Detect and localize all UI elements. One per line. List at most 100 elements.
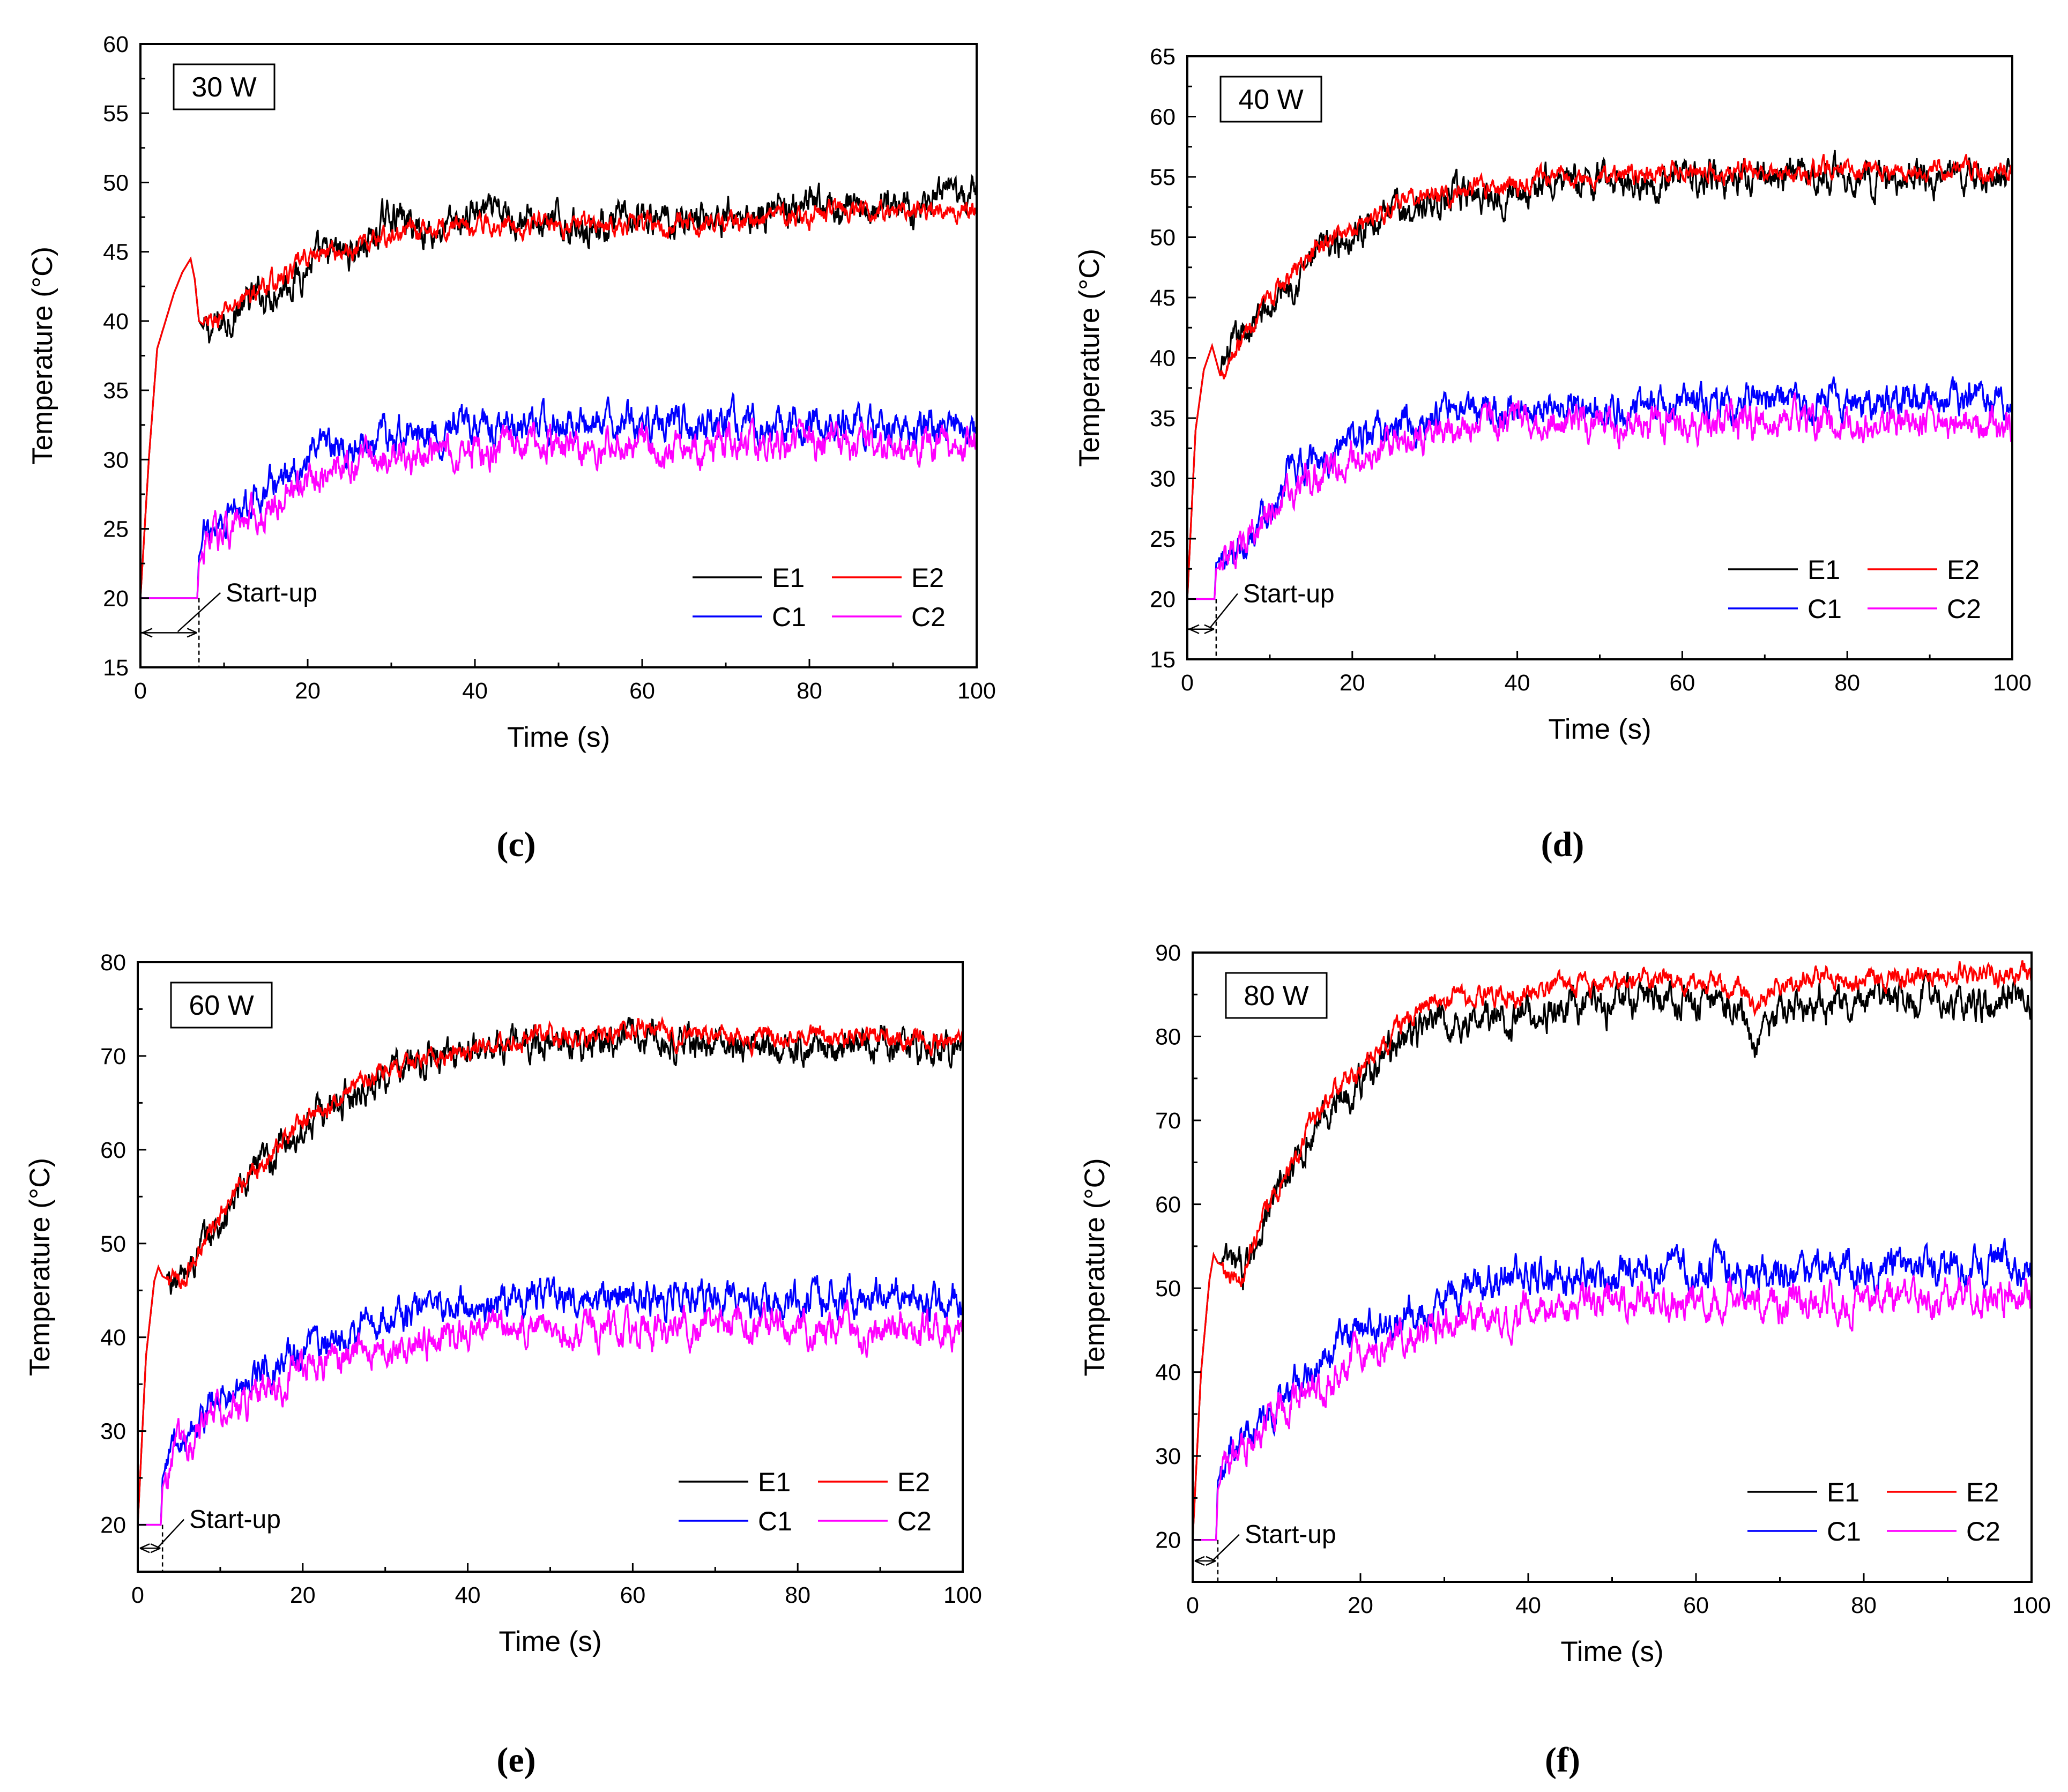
x-tick-label: 0 (1186, 1593, 1199, 1618)
panel-title-box (173, 63, 276, 110)
x-tick-label: 80 (1834, 670, 1860, 696)
y-axis-title: Temperature (°C) (27, 247, 58, 465)
x-tick-label: 100 (943, 1582, 982, 1608)
x-tick-label: 0 (1181, 670, 1194, 696)
panel-title: 40 W (1238, 84, 1303, 115)
x-tick-label: 100 (2012, 1593, 2051, 1618)
legend-label-c2: C2 (897, 1506, 932, 1536)
panel-title-box (170, 981, 273, 1029)
legend-label-e1: E1 (1827, 1477, 1859, 1507)
x-tick-label: 20 (1340, 670, 1365, 696)
y-tick-label: 20 (1150, 587, 1176, 613)
series-line-c2 (1193, 1274, 2032, 1541)
x-axis-title: Time (s) (507, 722, 610, 753)
startup-label: Start-up (189, 1506, 281, 1534)
x-tick-label: 80 (785, 1582, 810, 1608)
x-tick-label: 60 (1669, 670, 1695, 696)
legend: E1 E2 C1 C2 (679, 1467, 932, 1536)
x-tick-label: 40 (455, 1582, 481, 1608)
panel-title: 60 W (189, 990, 254, 1021)
y-tick-label: 55 (103, 101, 129, 127)
startup-leader-line (177, 592, 221, 633)
legend-label-e2: E2 (911, 563, 944, 593)
y-axis-title: Temperature (°C) (1074, 249, 1105, 467)
y-tick-label: 70 (1155, 1108, 1181, 1134)
legend-label-c2: C2 (1947, 594, 1981, 624)
y-tick-label: 40 (1155, 1360, 1181, 1386)
x-tick-label: 60 (1683, 1593, 1709, 1618)
y-tick-label: 60 (1150, 105, 1176, 130)
chart-panel-1: 0 20 40 60 80 100 15 20 25 30 35 40 45 50 55 60 Time (s)… (27, 32, 996, 864)
y-tick-label: 45 (1150, 285, 1176, 311)
series-line-c2 (1187, 392, 2012, 600)
chart-panel-3: 0 20 40 60 80 100 20 30 40 50 60 70 80 Time (s) Temper… (24, 950, 982, 1780)
x-tick-label: 80 (1851, 1593, 1877, 1618)
y-tick-label: 15 (103, 655, 129, 681)
startup-annotation: Start-up (142, 579, 317, 667)
y-tick-label: 90 (1155, 940, 1181, 966)
x-axis-title: Time (s) (499, 1626, 601, 1657)
legend: E1 E2 C1 C2 (1728, 555, 1981, 624)
y-tick-label: 50 (103, 170, 129, 196)
startup-label: Start-up (1245, 1521, 1336, 1549)
startup-arrowhead-left (1189, 624, 1200, 634)
y-tick-label: 25 (103, 517, 129, 542)
y-tick-label: 60 (100, 1137, 126, 1163)
panel-title: 30 W (191, 72, 256, 103)
y-tick-label: 40 (1150, 346, 1176, 371)
y-tick-label: 15 (1150, 647, 1176, 673)
legend-label-c1: C1 (758, 1506, 792, 1536)
y-tick-label: 30 (100, 1419, 126, 1445)
startup-arrowhead-right (1204, 624, 1215, 634)
chart-panel-2: 0 20 40 60 80 100 15 20 25 30 35 40 45 50 55 60 65 Time (… (1074, 44, 2032, 864)
startup-annotation: Start-up (1194, 1521, 1336, 1582)
series-line-e2 (138, 1016, 963, 1525)
panel-caption: (e) (496, 1741, 535, 1780)
y-tick-label: 20 (103, 586, 129, 612)
x-tick-label: 100 (1993, 670, 2032, 696)
legend-label-c2: C2 (1966, 1516, 2000, 1546)
x-tick-label: 60 (620, 1582, 645, 1608)
series-group (1187, 150, 2012, 600)
legend-label-e1: E1 (758, 1467, 791, 1497)
chart-panel-4: 0 20 40 60 80 100 20 30 40 50 60 70 80 90 Time (s) Temp… (1079, 940, 2051, 1780)
y-tick-label: 20 (1155, 1528, 1181, 1553)
x-axis-title: Time (s) (1560, 1636, 1663, 1668)
y-tick-label: 50 (100, 1231, 126, 1257)
panel-caption: (f) (1545, 1741, 1580, 1780)
legend: E1 E2 C1 C2 (1747, 1477, 2000, 1546)
legend: E1 E2 C1 C2 (693, 563, 946, 632)
series-line-e1 (1193, 970, 2032, 1540)
series-group (1193, 960, 2032, 1541)
startup-arrowhead-left (139, 1543, 150, 1553)
startup-annotation: Start-up (1189, 580, 1335, 659)
y-axis-title: Temperature (°C) (1079, 1158, 1111, 1376)
x-tick-label: 0 (134, 678, 147, 704)
series-group (140, 174, 977, 599)
y-tick-label: 35 (1150, 406, 1176, 432)
y-tick-label: 40 (100, 1325, 126, 1351)
x-tick-label: 40 (1515, 1593, 1541, 1618)
legend-label-c1: C1 (1827, 1516, 1861, 1546)
y-tick-label: 30 (1155, 1444, 1181, 1469)
startup-arrowhead-left (142, 628, 153, 638)
y-tick-label: 40 (103, 309, 129, 334)
y-tick-label: 50 (1150, 225, 1176, 251)
y-tick-label: 65 (1150, 44, 1176, 70)
y-tick-label: 20 (100, 1513, 126, 1538)
x-tick-label: 80 (797, 678, 822, 704)
x-tick-label: 20 (290, 1582, 316, 1608)
y-tick-label: 70 (100, 1044, 126, 1069)
y-tick-label: 60 (103, 32, 129, 57)
x-tick-label: 20 (295, 678, 321, 704)
legend-label-e2: E2 (1966, 1477, 1999, 1507)
y-tick-label: 60 (1155, 1192, 1181, 1218)
x-tick-label: 40 (462, 678, 488, 704)
y-tick-label: 25 (1150, 526, 1176, 552)
startup-leader-line (1212, 1534, 1240, 1560)
series-group (138, 1016, 963, 1526)
series-line-e2 (140, 198, 977, 598)
y-tick-label: 55 (1150, 165, 1176, 190)
series-line-e2 (1193, 960, 2032, 1540)
legend-label-e2: E2 (897, 1467, 930, 1497)
